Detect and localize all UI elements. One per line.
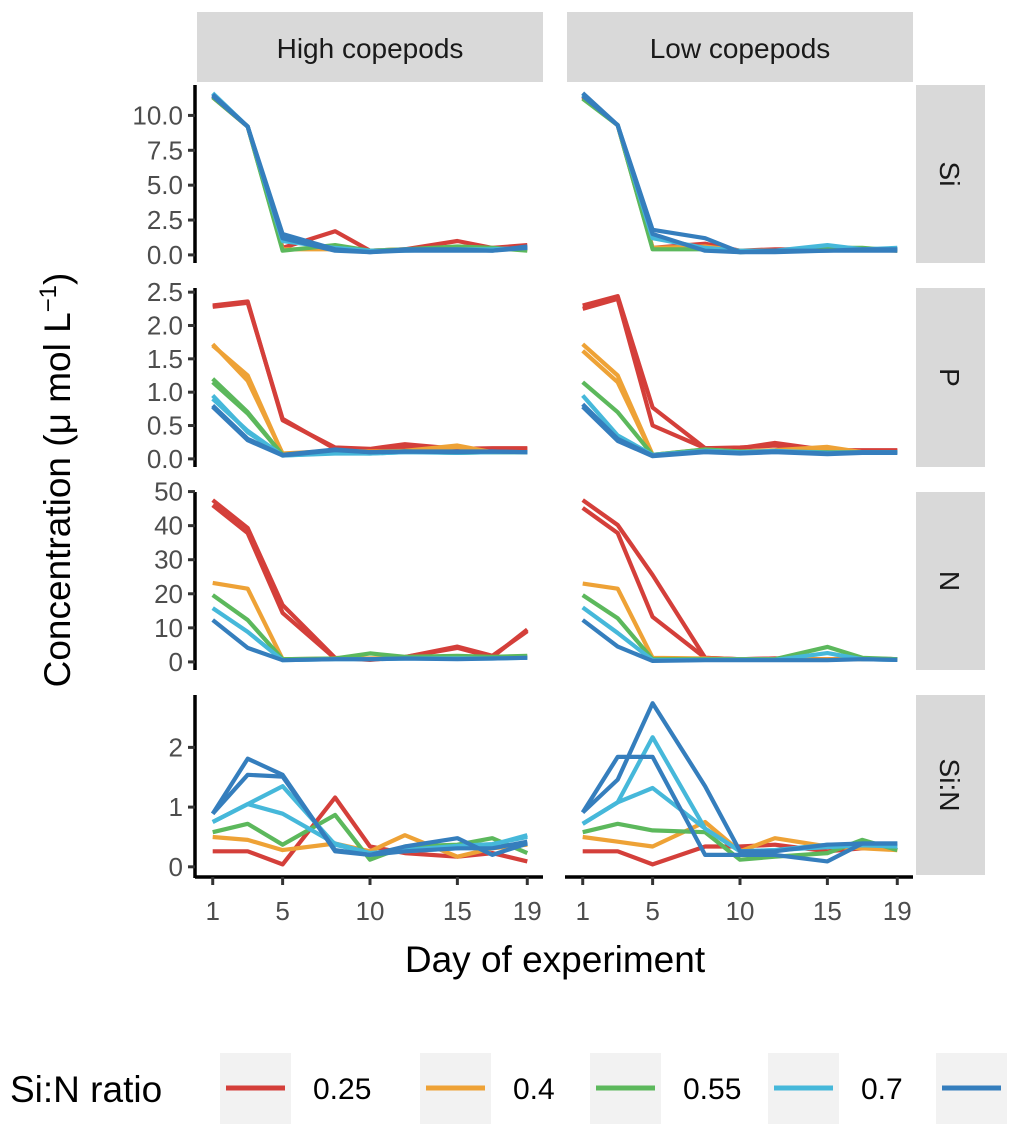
series-line: [211, 618, 528, 663]
y-tick-label: 1.5: [147, 344, 183, 374]
x-tick-label: 5: [645, 896, 659, 926]
series-line: [580, 754, 898, 864]
y-tick-label: 0: [169, 647, 183, 677]
y-tick-label: 0.0: [147, 444, 183, 474]
facet-strip-row: [916, 288, 985, 467]
y-tick-label: 50: [154, 477, 183, 507]
facet-strip-label: Si:N: [934, 759, 965, 812]
x-tick-label: 15: [813, 896, 842, 926]
series-line: [581, 402, 898, 458]
x-tick-label: 10: [356, 896, 385, 926]
x-tick-label: 10: [726, 896, 755, 926]
series-line: [211, 403, 528, 457]
y-tick-label: 5.0: [147, 170, 183, 200]
facet-strip-label: High copepods: [277, 33, 464, 64]
legend-label: 0.4: [513, 1073, 555, 1106]
y-tick-label: 40: [154, 511, 183, 541]
facet-strip-label: N: [934, 571, 965, 591]
y-tick-label: 30: [154, 545, 183, 575]
series-line: [212, 580, 528, 662]
series-line: [581, 94, 898, 255]
y-tick-label: 2: [169, 732, 183, 762]
facet-strip-column: [197, 12, 543, 82]
x-tick-label: 19: [513, 896, 542, 926]
series-line: [211, 772, 528, 857]
facet-strip-label: Low copepods: [650, 33, 831, 64]
legend-label: 0.55: [683, 1073, 741, 1106]
series-line: [211, 593, 528, 662]
y-tick-label: 2.5: [147, 205, 183, 235]
series-line: [212, 795, 528, 867]
y-tick-label: 10.0: [132, 100, 183, 130]
series-line: [211, 92, 528, 255]
y-tick-label: 7.5: [147, 135, 183, 165]
x-tick-label: 1: [205, 896, 219, 926]
legend-label: 0.7: [861, 1073, 903, 1106]
series-line: [582, 581, 898, 662]
x-tick-label: 1: [575, 896, 589, 926]
y-tick-label: 0.0: [147, 240, 183, 270]
y-tick-label: 0: [169, 852, 183, 882]
series-line: [581, 506, 898, 662]
facet-strip-label: Si: [934, 162, 965, 187]
y-tick-label: 10: [154, 613, 183, 643]
facet-strip-row: [916, 695, 985, 875]
facet-strip-row: [916, 85, 985, 263]
facet-strip-label: P: [934, 368, 965, 387]
y-tick-label: 0.5: [147, 411, 183, 441]
y-tick-label: 2.5: [147, 277, 183, 307]
x-tick-label: 19: [883, 896, 912, 926]
facet-strip-column: [567, 12, 913, 82]
series-line: [581, 97, 898, 255]
x-tick-label: 5: [275, 896, 289, 926]
series-line: [581, 618, 898, 663]
x-tick-label: 15: [443, 896, 472, 926]
legend-label: 0.25: [313, 1073, 371, 1106]
series-line: [581, 701, 898, 854]
facet-strip-row: [916, 492, 985, 670]
x-axis-title: Day of experiment: [405, 939, 706, 980]
series-line: [212, 812, 529, 862]
series-line: [581, 349, 898, 457]
y-tick-label: 2.0: [147, 310, 183, 340]
legend: Si:N ratio 0.25 0.4 0.55 0.7: [10, 1053, 1007, 1124]
y-tick-label: 1: [169, 792, 183, 822]
series-line: [211, 95, 528, 253]
legend-title: Si:N ratio: [10, 1069, 162, 1110]
y-tick-label: 1.0: [147, 377, 183, 407]
y-tick-label: 20: [154, 579, 183, 609]
series-line: [581, 342, 898, 457]
y-axis-title: Concentration (μ mol L−1): [35, 273, 78, 688]
